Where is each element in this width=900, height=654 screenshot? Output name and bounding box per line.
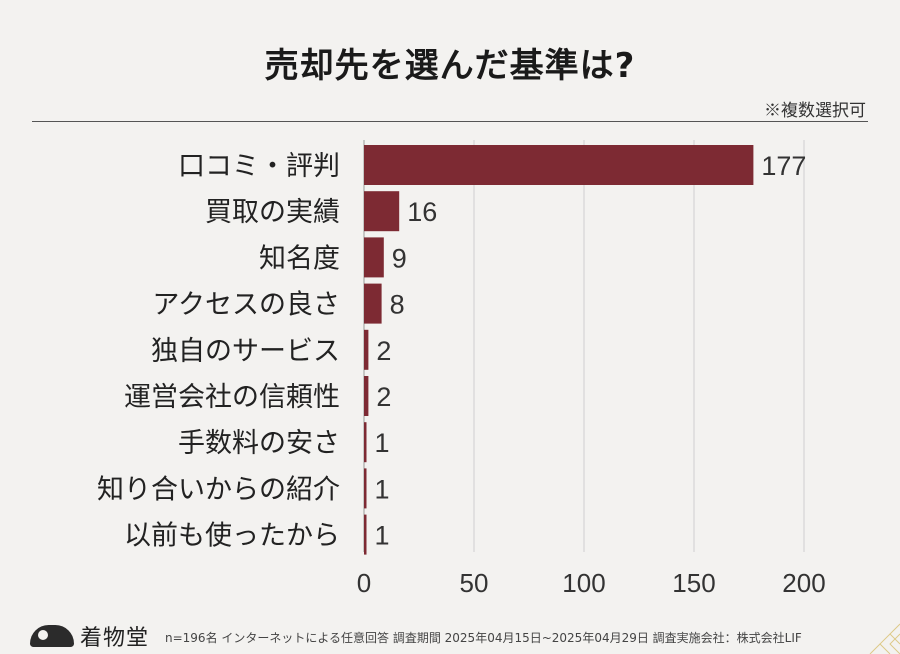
- category-label: 買取の実績: [205, 197, 340, 228]
- x-tick-label: 100: [562, 568, 605, 598]
- bar: [364, 376, 369, 416]
- data-label: 16: [407, 197, 437, 227]
- survey-footnote: n=196名 インターネットによる任意回答 調査期間 2025年04月15日~2…: [165, 631, 802, 645]
- category-label: 知名度: [259, 243, 340, 274]
- data-label: 2: [376, 382, 391, 412]
- bar: [364, 145, 754, 185]
- category-label: アクセスの良さ: [152, 290, 340, 321]
- bar: [364, 422, 367, 463]
- x-tick-label: 200: [782, 568, 825, 598]
- bar: [364, 283, 382, 324]
- bar: [364, 329, 369, 370]
- category-label: 知り合いからの紹介: [97, 474, 340, 505]
- data-label: 1: [375, 521, 390, 551]
- bar: [364, 514, 367, 555]
- bar: [364, 468, 367, 509]
- category-label: 手数料の安さ: [178, 428, 340, 459]
- title-divider: [32, 121, 868, 122]
- x-tick-label: 0: [357, 568, 371, 598]
- multiple-choice-note: ※複数選択可: [764, 101, 866, 121]
- data-label: 1: [375, 474, 390, 504]
- brand-name: 着物堂: [80, 626, 150, 651]
- data-label: 9: [392, 243, 407, 273]
- data-label: 8: [390, 290, 405, 320]
- category-label: 運営会社の信頼性: [124, 382, 340, 413]
- category-label: 以前も使ったから: [124, 521, 340, 552]
- x-tick-label: 50: [460, 568, 489, 598]
- category-label: 独自のサービス: [151, 336, 340, 367]
- category-label: 口コミ・評判: [178, 151, 340, 182]
- bar: [364, 191, 400, 232]
- fan-icon: [30, 625, 74, 647]
- bar: [364, 237, 384, 278]
- corner-ornament-icon: [869, 623, 900, 654]
- page-title: 売却先を選んだ基準は?: [264, 46, 636, 86]
- data-label: 1: [375, 428, 390, 458]
- x-tick-label: 150: [672, 568, 715, 598]
- brand-logo: 着物堂: [30, 620, 149, 652]
- data-label: 177: [761, 151, 806, 181]
- data-label: 2: [376, 336, 391, 366]
